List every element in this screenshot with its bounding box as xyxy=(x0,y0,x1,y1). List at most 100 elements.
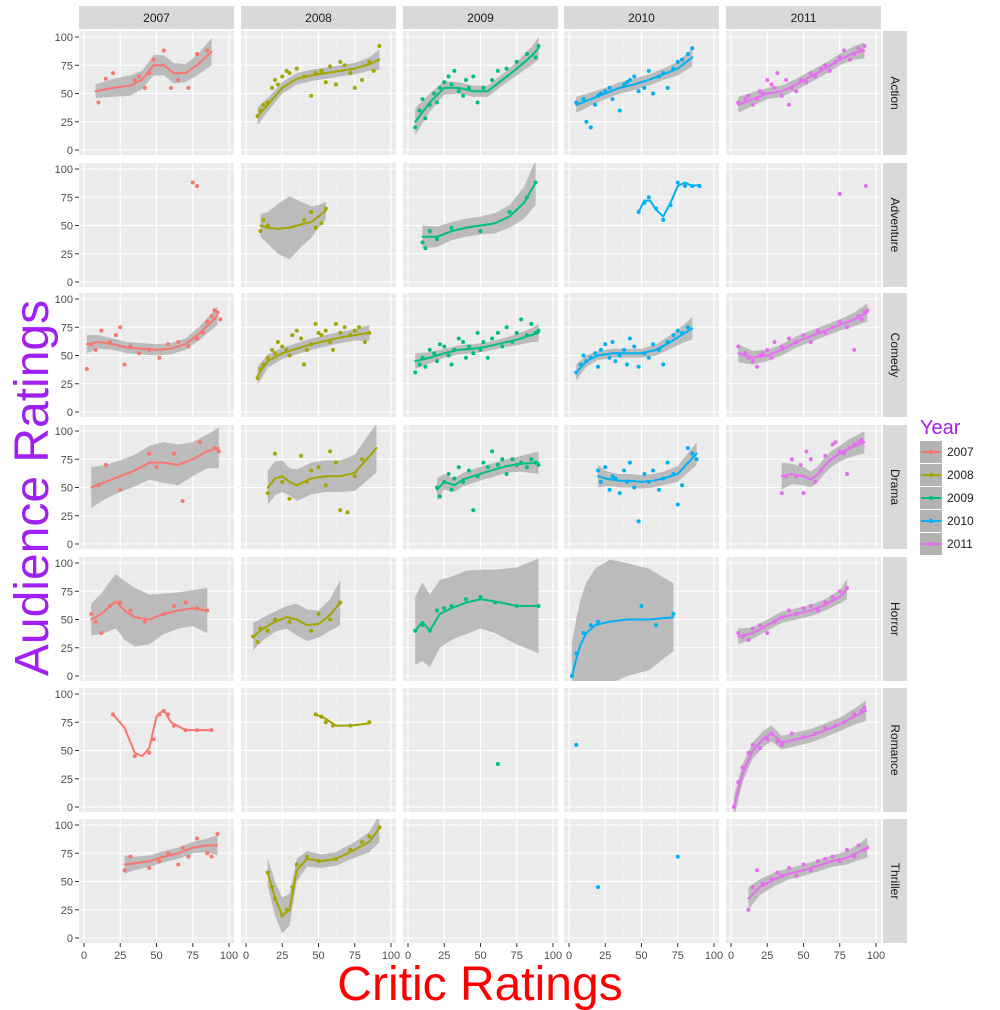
data-point xyxy=(617,353,622,358)
data-point xyxy=(613,476,618,481)
strip-row-adventure: Adventure xyxy=(883,163,907,287)
data-point xyxy=(437,85,442,90)
smooth-line xyxy=(421,181,537,238)
data-point xyxy=(690,46,695,51)
data-point xyxy=(413,628,418,633)
data-point xyxy=(642,351,647,356)
data-point xyxy=(775,71,780,76)
data-point xyxy=(675,180,680,185)
data-point xyxy=(625,362,629,367)
panel-content xyxy=(255,321,372,385)
data-point xyxy=(847,57,852,62)
y-tick-label: 0 xyxy=(67,671,73,683)
smooth-line xyxy=(259,209,327,230)
data-point xyxy=(471,508,476,513)
data-point xyxy=(680,330,685,335)
data-point xyxy=(808,71,813,76)
data-point xyxy=(111,712,115,717)
y-tick-label: 50 xyxy=(61,89,73,101)
data-point xyxy=(198,440,202,445)
data-point xyxy=(642,85,647,90)
data-point xyxy=(352,474,357,479)
data-point xyxy=(750,359,755,364)
data-point xyxy=(596,885,600,890)
data-point xyxy=(533,180,538,185)
data-point xyxy=(420,623,425,628)
data-point xyxy=(845,471,849,476)
data-point xyxy=(794,339,799,344)
data-point xyxy=(331,723,335,728)
y-tick-label: 25 xyxy=(61,511,73,523)
data-point xyxy=(122,868,127,873)
series-thriller-2010 xyxy=(596,854,680,890)
data-point xyxy=(493,600,497,605)
data-point xyxy=(328,339,333,344)
data-point xyxy=(632,485,637,490)
data-point xyxy=(779,93,784,98)
data-point xyxy=(514,330,519,335)
data-point xyxy=(171,603,176,608)
data-point xyxy=(442,80,447,85)
data-point xyxy=(813,731,818,736)
data-point xyxy=(161,48,166,53)
data-point xyxy=(338,330,343,335)
data-point xyxy=(432,351,437,356)
series-thriller-2011 xyxy=(746,837,870,912)
data-point xyxy=(215,310,220,315)
data-point xyxy=(632,74,637,79)
strip-label: 2011 xyxy=(791,11,817,25)
data-point xyxy=(830,442,835,447)
confidence-band xyxy=(415,323,539,370)
data-point xyxy=(736,780,741,785)
data-point xyxy=(758,623,762,628)
data-point xyxy=(128,854,133,859)
confidence-band xyxy=(576,48,693,113)
data-point xyxy=(837,589,842,594)
data-point xyxy=(89,611,94,616)
confidence-band xyxy=(91,574,208,647)
data-point xyxy=(690,183,695,188)
data-point xyxy=(442,344,447,349)
data-point xyxy=(183,600,188,605)
data-point xyxy=(118,487,123,492)
data-point xyxy=(348,71,353,76)
data-point xyxy=(323,720,328,725)
data-point xyxy=(89,342,94,347)
data-point xyxy=(755,97,760,102)
data-point xyxy=(475,474,480,479)
data-point xyxy=(798,77,803,82)
strip-label: Drama xyxy=(888,469,902,505)
data-point xyxy=(304,854,309,859)
data-point xyxy=(818,66,823,71)
data-point xyxy=(284,68,289,73)
data-point xyxy=(495,68,500,73)
data-point xyxy=(157,355,162,360)
data-point xyxy=(859,317,864,322)
panel-content xyxy=(258,196,328,260)
data-point xyxy=(842,451,847,456)
data-point xyxy=(280,74,285,79)
data-point xyxy=(524,195,529,200)
data-point xyxy=(772,339,777,344)
data-point xyxy=(151,737,156,742)
y-axis-drama: 0 25 50 75 100 xyxy=(55,426,79,551)
strip-background xyxy=(883,819,907,943)
data-point xyxy=(656,487,661,492)
panel-thriller-2010 xyxy=(564,819,719,943)
data-point xyxy=(423,246,428,251)
data-point xyxy=(507,209,512,214)
data-point xyxy=(195,606,200,611)
y-tick-label: 0 xyxy=(67,539,73,551)
data-point xyxy=(574,370,579,375)
panel-content xyxy=(736,303,870,369)
data-point xyxy=(176,862,181,867)
data-point xyxy=(529,457,534,462)
y-tick-label: 75 xyxy=(61,848,73,860)
data-point xyxy=(352,85,357,90)
confidence-band xyxy=(733,700,866,812)
y-tick-label: 25 xyxy=(61,379,73,391)
data-point xyxy=(746,907,751,912)
data-point xyxy=(588,355,593,360)
y-tick-label: 100 xyxy=(55,32,73,44)
data-point xyxy=(856,440,861,445)
